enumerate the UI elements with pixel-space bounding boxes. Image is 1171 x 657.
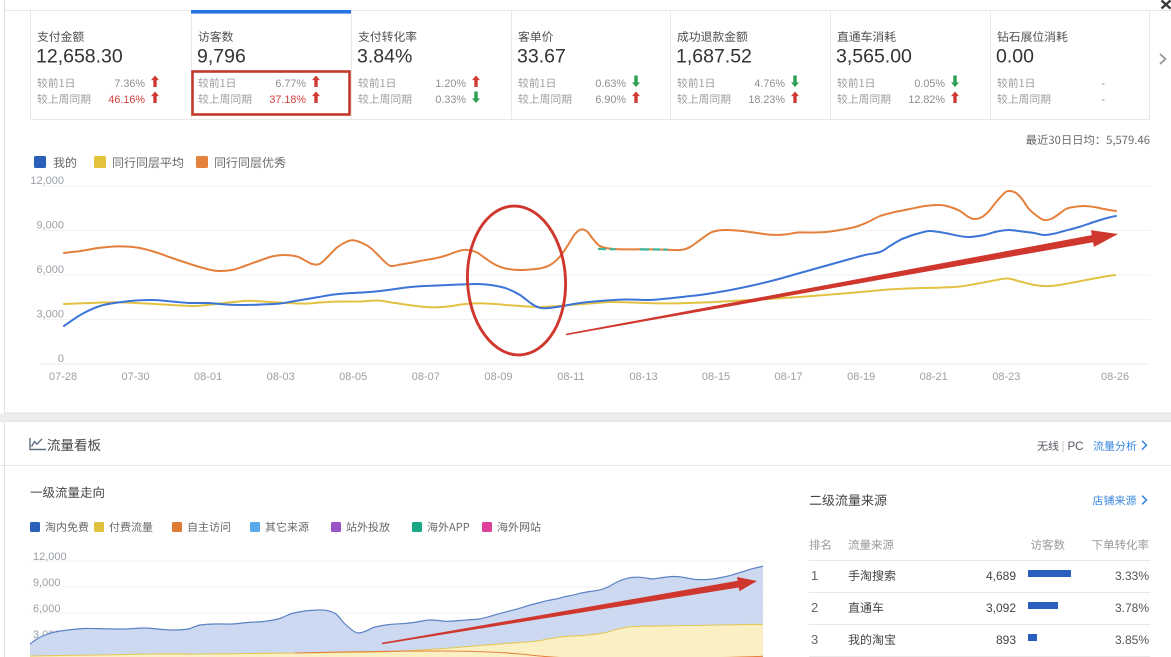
svg-text:08-13: 08-13	[629, 371, 657, 383]
svg-text:3,092: 3,092	[986, 601, 1016, 615]
svg-text:3.85%: 3.85%	[1115, 633, 1149, 647]
svg-text:2: 2	[811, 600, 818, 615]
svg-text:0.63%: 0.63%	[595, 78, 626, 90]
svg-text:08-19: 08-19	[847, 371, 875, 383]
svg-text:-: -	[1101, 78, 1105, 90]
svg-text:0.05%: 0.05%	[914, 78, 945, 90]
svg-text:12,000: 12,000	[33, 551, 67, 563]
svg-text:08-07: 08-07	[412, 371, 440, 383]
svg-text:-: -	[1101, 94, 1105, 106]
svg-text:08-23: 08-23	[992, 371, 1020, 383]
svg-text:9,796: 9,796	[197, 46, 246, 68]
svg-text:|: |	[1062, 441, 1065, 453]
svg-text:9,000: 9,000	[36, 220, 64, 232]
svg-text:6.77%: 6.77%	[275, 78, 306, 90]
svg-text:6.90%: 6.90%	[595, 94, 626, 106]
svg-text:893: 893	[996, 633, 1016, 647]
svg-text:0.33%: 0.33%	[435, 94, 466, 106]
svg-text:1,687.52: 1,687.52	[676, 46, 752, 68]
svg-text:4.76%: 4.76%	[754, 78, 785, 90]
svg-text:12,658.30: 12,658.30	[36, 46, 123, 68]
svg-text:08-03: 08-03	[267, 371, 295, 383]
svg-text:08-26: 08-26	[1101, 371, 1129, 383]
svg-text:07-28: 07-28	[49, 371, 77, 383]
svg-text:3,000: 3,000	[36, 309, 64, 321]
svg-text:08-05: 08-05	[339, 371, 367, 383]
svg-text:07-30: 07-30	[122, 371, 150, 383]
svg-text:PC: PC	[1068, 441, 1084, 453]
svg-text:3.78%: 3.78%	[1115, 601, 1149, 615]
svg-text:4,689: 4,689	[986, 569, 1016, 583]
svg-text:7.36%: 7.36%	[114, 78, 145, 90]
svg-text:08-15: 08-15	[702, 371, 730, 383]
svg-text:3.84%: 3.84%	[357, 46, 412, 68]
svg-text:08-01: 08-01	[194, 371, 222, 383]
svg-text:08-11: 08-11	[557, 371, 584, 383]
svg-text:0.00: 0.00	[996, 46, 1034, 68]
svg-text:1.20%: 1.20%	[435, 78, 466, 90]
svg-text:37.18%: 37.18%	[269, 94, 306, 106]
svg-text:9,000: 9,000	[33, 577, 61, 589]
svg-text:12,000: 12,000	[30, 175, 64, 187]
svg-text:33.67: 33.67	[517, 46, 566, 68]
svg-text:46.16%: 46.16%	[108, 94, 145, 106]
svg-text:6,000: 6,000	[36, 264, 64, 276]
svg-text:3,565.00: 3,565.00	[836, 46, 912, 68]
svg-text:3.33%: 3.33%	[1115, 569, 1149, 583]
svg-text:08-09: 08-09	[484, 371, 512, 383]
svg-text:0: 0	[58, 353, 64, 365]
svg-text:08-17: 08-17	[775, 371, 803, 383]
svg-text:1: 1	[811, 568, 818, 583]
svg-text:18.23%: 18.23%	[748, 94, 785, 106]
svg-text:12.82%: 12.82%	[908, 94, 945, 106]
svg-text:08-21: 08-21	[920, 371, 948, 383]
svg-text:6,000: 6,000	[33, 603, 61, 615]
svg-text:3: 3	[811, 632, 818, 647]
